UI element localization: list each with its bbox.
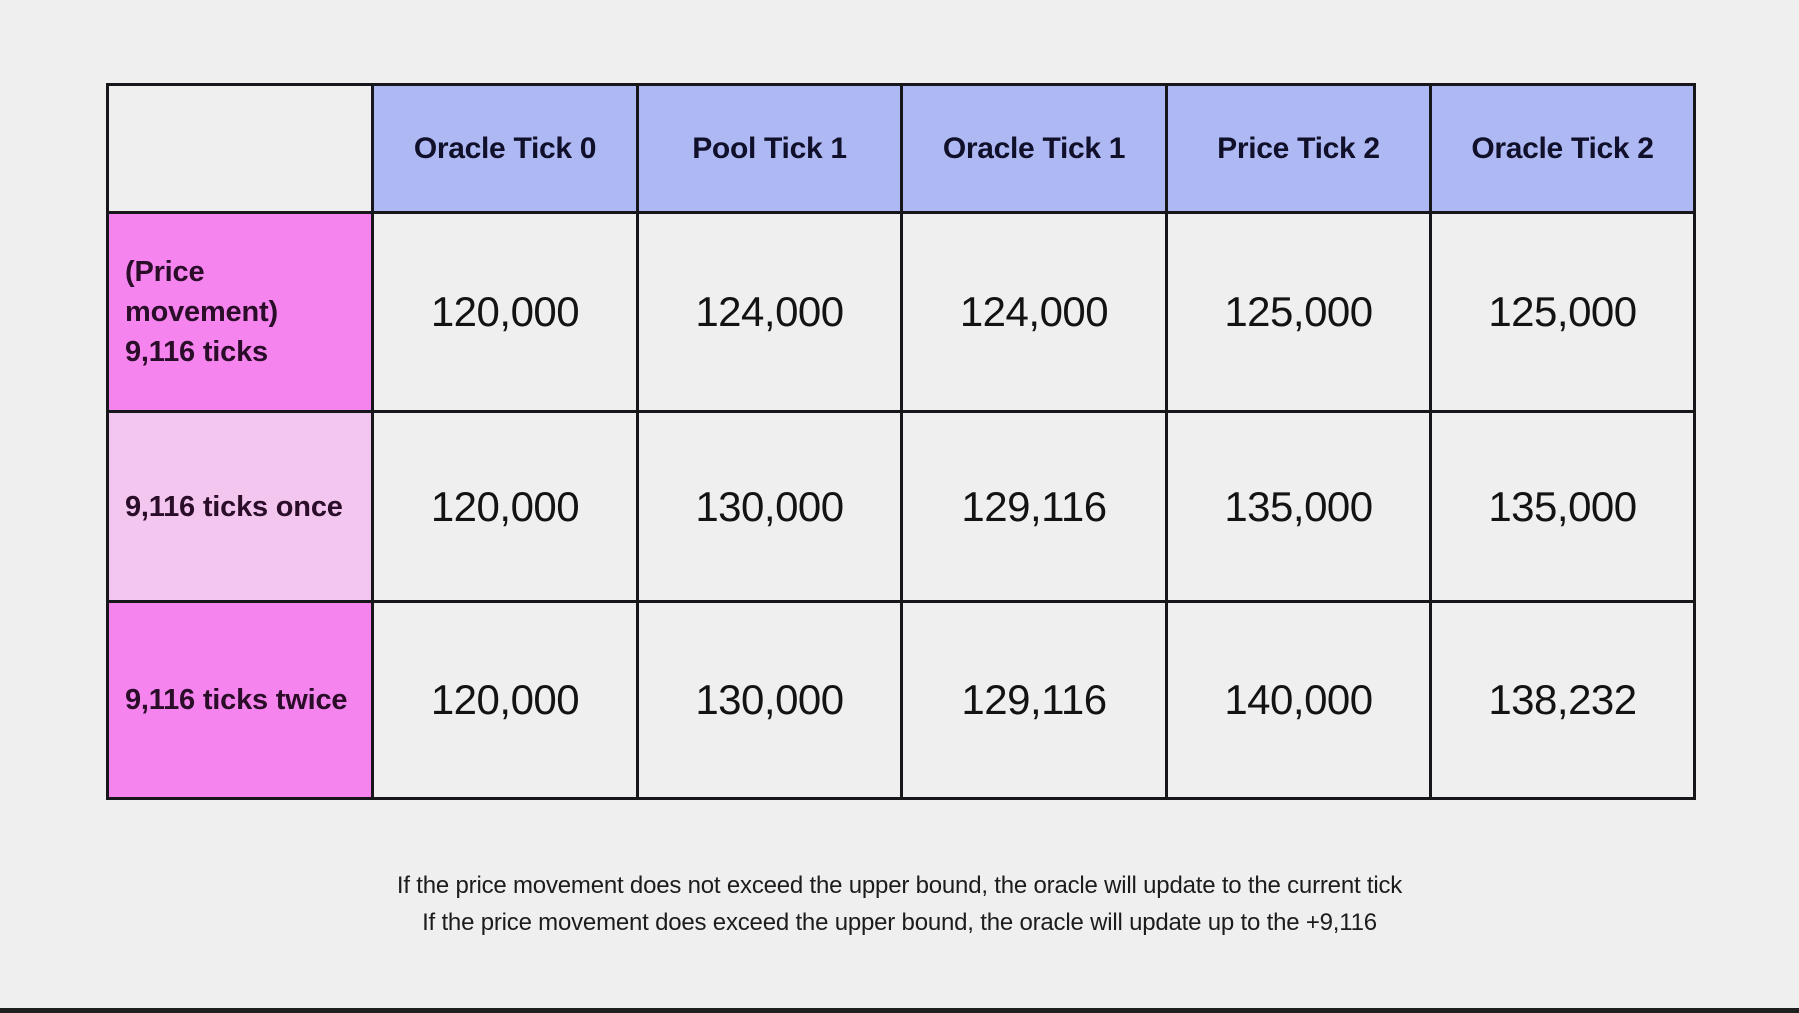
column-header-pool-tick-1: Pool Tick 1 — [636, 83, 903, 214]
row-label-ticks-twice: 9,116 ticks twice — [106, 600, 374, 800]
table-cell: 140,000 — [1165, 600, 1432, 800]
table-cell: 120,000 — [371, 211, 639, 413]
table-cell: 120,000 — [371, 410, 639, 603]
table-row-ticks-once: 9,116 ticks once 120,000 130,000 129,116… — [106, 410, 1696, 603]
table-cell: 125,000 — [1165, 211, 1432, 413]
table-cell: 135,000 — [1429, 410, 1696, 603]
table-cell: 130,000 — [636, 600, 903, 800]
bottom-edge-bar — [0, 1008, 1799, 1013]
table-header-row: Oracle Tick 0 Pool Tick 1 Oracle Tick 1 … — [106, 83, 1696, 214]
table-cell: 135,000 — [1165, 410, 1432, 603]
caption-line-2: If the price movement does exceed the up… — [422, 909, 1377, 936]
table-cell: 138,232 — [1429, 600, 1696, 800]
caption-line-1: If the price movement does not exceed th… — [396, 872, 1403, 899]
corner-cell — [106, 83, 374, 214]
row-label-price-movement: (Price movement) 9,116 ticks — [106, 211, 374, 413]
table-row-price-movement: (Price movement) 9,116 ticks 120,000 124… — [106, 211, 1696, 413]
table-cell: 124,000 — [636, 211, 903, 413]
column-header-oracle-tick-0: Oracle Tick 0 — [371, 83, 639, 214]
table-cell: 124,000 — [900, 211, 1168, 413]
table-row-ticks-twice: 9,116 ticks twice 120,000 130,000 129,11… — [106, 600, 1696, 800]
column-header-oracle-tick-1: Oracle Tick 1 — [900, 83, 1168, 214]
caption-note: If the price movement does not exceed th… — [0, 867, 1799, 941]
column-header-oracle-tick-2: Oracle Tick 2 — [1429, 83, 1696, 214]
row-label-ticks-once: 9,116 ticks once — [106, 410, 374, 603]
table-cell: 125,000 — [1429, 211, 1696, 413]
table-cell: 129,116 — [900, 600, 1168, 800]
table-cell: 129,116 — [900, 410, 1168, 603]
table-cell: 120,000 — [371, 600, 639, 800]
column-header-price-tick-2: Price Tick 2 — [1165, 83, 1432, 214]
table-cell: 130,000 — [636, 410, 903, 603]
tick-comparison-table: Oracle Tick 0 Pool Tick 1 Oracle Tick 1 … — [106, 83, 1696, 800]
